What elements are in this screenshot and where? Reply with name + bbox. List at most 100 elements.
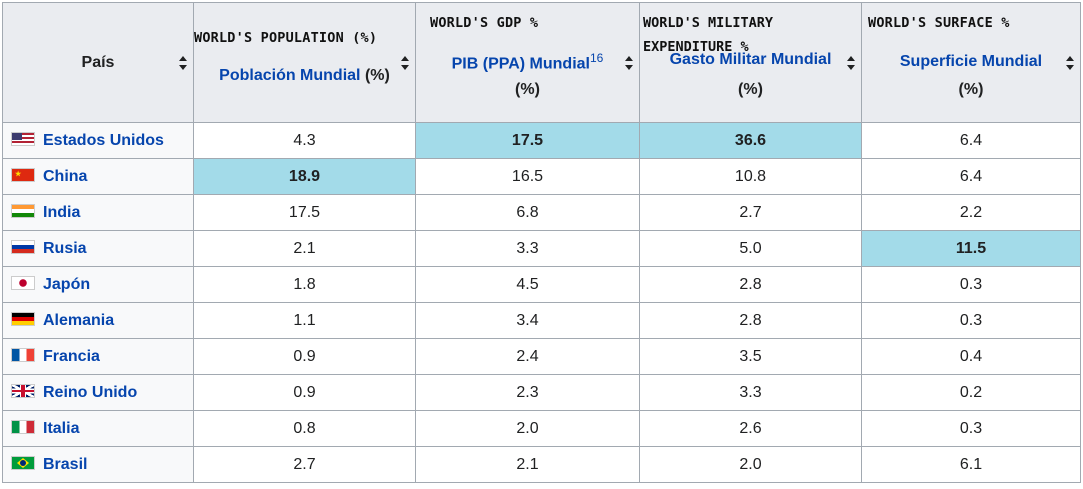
header-surface-text: Superficie Mundial — [862, 53, 1080, 71]
japan-flag-icon — [11, 275, 35, 290]
country-cell: Alemania — [2, 302, 194, 339]
surface-cell: 6.1 — [861, 446, 1081, 483]
header-pais-label: País — [81, 54, 115, 71]
country-cell: Estados Unidos — [2, 122, 194, 159]
military-cell: 2.0 — [639, 446, 862, 483]
header-population-unit: (%) — [364, 67, 390, 84]
table-row: ★ China 18.9 16.5 10.8 6.4 — [2, 158, 1081, 195]
country-cell: Italia — [2, 410, 194, 447]
header-pais[interactable]: País — [2, 2, 194, 123]
population-cell: 1.1 — [193, 302, 416, 339]
sort-icon[interactable] — [179, 55, 187, 70]
surface-cell: 11.5 — [861, 230, 1081, 267]
surface-cell: 6.4 — [861, 158, 1081, 195]
gdp-cell: 3.4 — [415, 302, 640, 339]
header-military[interactable]: WORLD'S MILITARY EXPENDITURE % Gasto Mil… — [639, 2, 862, 123]
header-population-label[interactable]: Población Mundial — [219, 67, 361, 84]
military-cell: 2.6 — [639, 410, 862, 447]
country-cell: Rusia — [2, 230, 194, 267]
country-cell: ★ China — [2, 158, 194, 195]
uk-flag-icon — [11, 383, 35, 398]
population-cell: 0.9 — [193, 338, 416, 375]
header-military-text: Gasto Militar Mundial — [640, 51, 861, 69]
china-flag-icon: ★ — [11, 167, 35, 182]
table-row: Japón 1.8 4.5 2.8 0.3 — [2, 266, 1081, 303]
annotation-surface: WORLD'S SURFACE % — [868, 15, 1010, 31]
surface-cell: 0.2 — [861, 374, 1081, 411]
gdp-cell: 17.5 — [415, 122, 640, 159]
header-surface-unit: (%) — [958, 81, 984, 98]
sort-icon[interactable] — [401, 55, 409, 70]
table-row: Reino Unido 0.9 2.3 3.3 0.2 — [2, 374, 1081, 411]
germany-flag-icon — [11, 311, 35, 326]
table-row: Francia 0.9 2.4 3.5 0.4 — [2, 338, 1081, 375]
surface-cell: 0.4 — [861, 338, 1081, 375]
gdp-cell: 16.5 — [415, 158, 640, 195]
country-cell: Reino Unido — [2, 374, 194, 411]
sort-icon[interactable] — [1066, 55, 1074, 70]
header-gdp-unit: (%) — [515, 81, 540, 98]
header-gdp-sup[interactable]: 16 — [590, 51, 604, 65]
header-surface[interactable]: WORLD'S SURFACE % Superficie Mundial (%) — [861, 2, 1081, 123]
us-flag-icon — [11, 131, 35, 146]
country-cell: Francia — [2, 338, 194, 375]
annotation-military-line1: WORLD'S MILITARY — [643, 15, 774, 31]
surface-cell: 6.4 — [861, 122, 1081, 159]
population-cell: 17.5 — [193, 194, 416, 231]
table-row: Italia 0.8 2.0 2.6 0.3 — [2, 410, 1081, 447]
header-population[interactable]: WORLD'S POPULATION (%) Población Mundial… — [193, 2, 416, 123]
surface-cell: 2.2 — [861, 194, 1081, 231]
table-row: Brasil 2.7 2.1 2.0 6.1 — [2, 446, 1081, 483]
country-link[interactable]: Estados Unidos — [43, 131, 164, 149]
gdp-cell: 4.5 — [415, 266, 640, 303]
military-cell: 3.3 — [639, 374, 862, 411]
country-link[interactable]: Alemania — [43, 311, 115, 329]
country-link[interactable]: Francia — [43, 347, 100, 365]
header-military-label[interactable]: Gasto Militar Mundial — [669, 51, 832, 68]
header-military-unit: (%) — [738, 81, 763, 98]
gdp-cell: 2.1 — [415, 446, 640, 483]
italy-flag-icon — [11, 419, 35, 434]
country-link[interactable]: China — [43, 167, 88, 185]
table-row: Alemania 1.1 3.4 2.8 0.3 — [2, 302, 1081, 339]
population-cell: 0.9 — [193, 374, 416, 411]
annotation-gdp: WORLD'S GDP % — [430, 15, 539, 31]
population-cell: 18.9 — [193, 158, 416, 195]
header-gdp-label[interactable]: PIB (PPA) Mundial — [451, 55, 590, 73]
country-cell: Brasil — [2, 446, 194, 483]
population-cell: 2.1 — [193, 230, 416, 267]
military-cell: 3.5 — [639, 338, 862, 375]
table-row: Estados Unidos 4.3 17.5 36.6 6.4 — [2, 122, 1081, 159]
brazil-flag-icon — [11, 455, 35, 470]
country-link[interactable]: Reino Unido — [43, 383, 138, 401]
country-link[interactable]: India — [43, 203, 81, 221]
india-flag-icon — [11, 203, 35, 218]
header-gdp[interactable]: WORLD'S GDP % PIB (PPA) Mundial16 (%) — [415, 2, 640, 123]
france-flag-icon — [11, 347, 35, 362]
military-cell: 36.6 — [639, 122, 862, 159]
surface-cell: 0.3 — [861, 302, 1081, 339]
table-row: Rusia 2.1 3.3 5.0 11.5 — [2, 230, 1081, 267]
country-link[interactable]: Brasil — [43, 455, 88, 473]
annotation-population: WORLD'S POPULATION (%) — [194, 30, 378, 46]
header-population-text: Población Mundial (%) — [194, 67, 415, 85]
sort-icon[interactable] — [625, 55, 633, 70]
military-cell: 10.8 — [639, 158, 862, 195]
population-cell: 0.8 — [193, 410, 416, 447]
gdp-cell: 2.4 — [415, 338, 640, 375]
country-cell: Japón — [2, 266, 194, 303]
country-link[interactable]: Rusia — [43, 239, 87, 257]
military-cell: 2.8 — [639, 266, 862, 303]
annotation-military-line2: EXPENDITURE % — [643, 39, 749, 55]
country-link[interactable]: Japón — [43, 275, 91, 293]
population-cell: 1.8 — [193, 266, 416, 303]
country-cell: India — [2, 194, 194, 231]
country-link[interactable]: Italia — [43, 419, 80, 437]
surface-cell: 0.3 — [861, 410, 1081, 447]
military-cell: 5.0 — [639, 230, 862, 267]
surface-cell: 0.3 — [861, 266, 1081, 303]
sort-icon[interactable] — [847, 55, 855, 70]
header-surface-label[interactable]: Superficie Mundial — [899, 53, 1043, 70]
gdp-cell: 3.3 — [415, 230, 640, 267]
